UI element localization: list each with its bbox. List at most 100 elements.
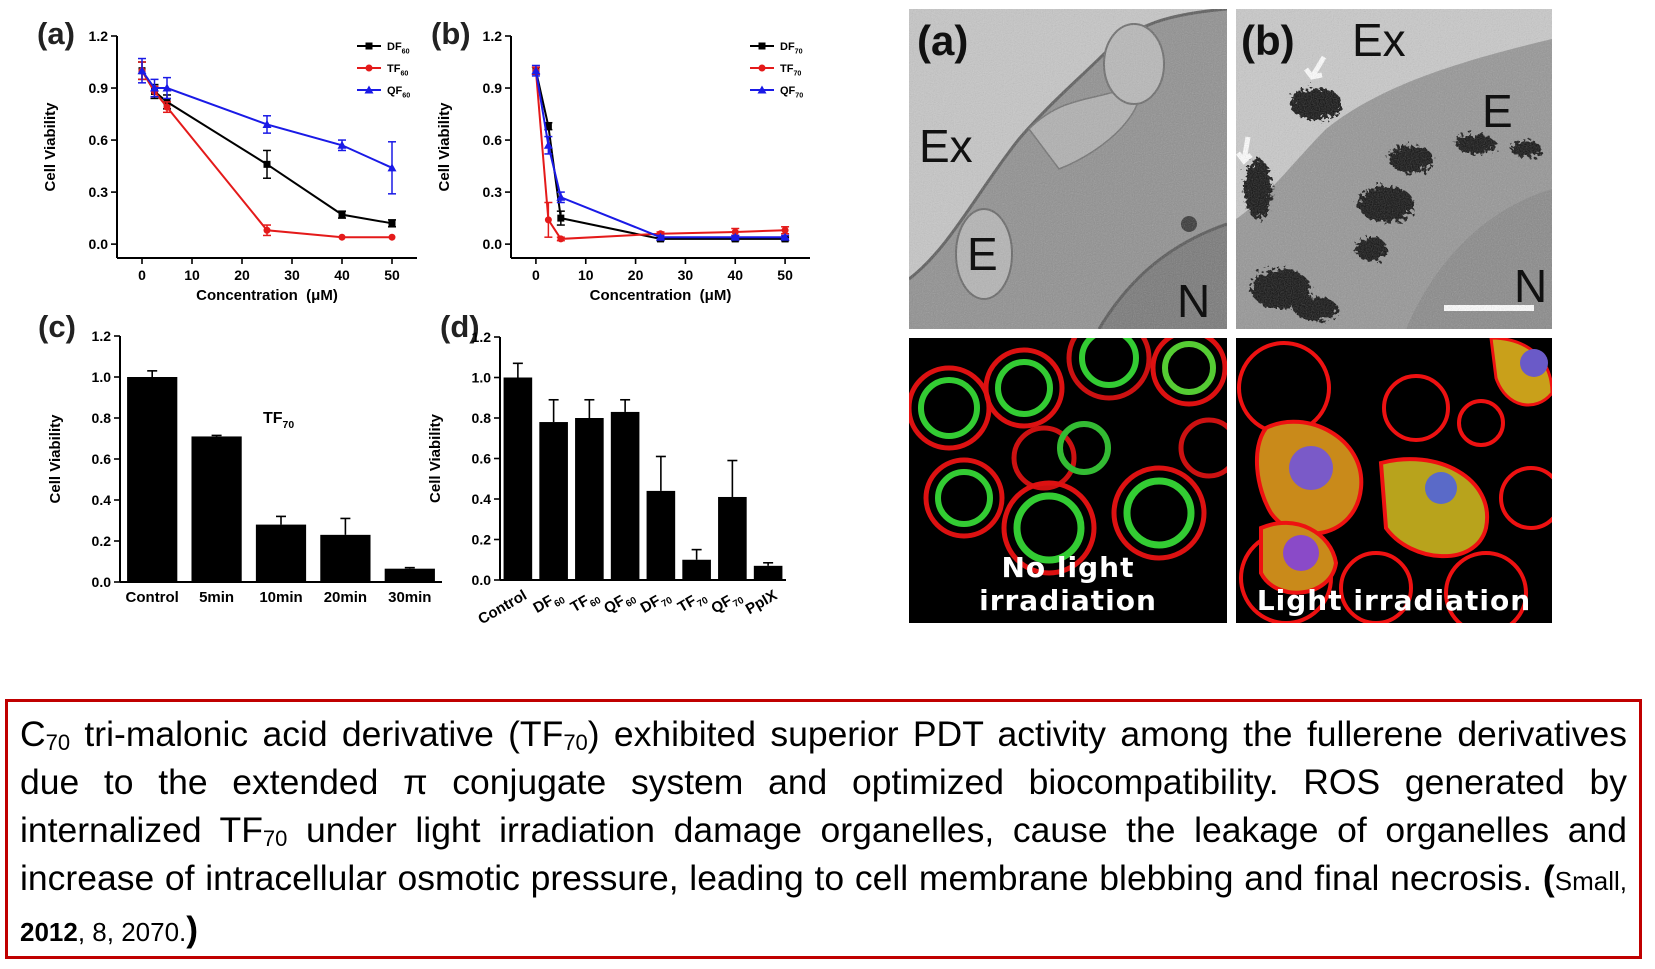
x-tick-label: 50 [384, 267, 400, 283]
bar [384, 568, 435, 582]
data-point [387, 163, 397, 172]
data-point [163, 103, 171, 111]
data-point [780, 232, 790, 241]
series-df60 [138, 61, 396, 228]
tem-micrograph-b: (b) Ex E N [1236, 9, 1552, 329]
tem-b-n-label: N [1514, 260, 1548, 312]
bar-chart-d: (d) 0.0 0.2 0.4 0.6 0.8 1.0 1.2 Cell Viability Co… [427, 309, 786, 628]
data-point [730, 232, 740, 241]
data-point [544, 216, 552, 224]
data-point [388, 219, 396, 227]
y-axis-label: Cell Viability [47, 414, 64, 504]
legend-label: TF60 [387, 63, 408, 77]
legend-label: DF70 [780, 41, 803, 55]
y-tick-label: 0.2 [472, 532, 492, 548]
data-point [338, 233, 346, 241]
fluorescence-image-light: Light irradiation [1236, 338, 1552, 623]
data-point [557, 235, 565, 243]
y-tick-label: 0.0 [472, 572, 492, 588]
x-tick-label: 50 [777, 267, 793, 283]
citation-close-paren: ) [186, 909, 199, 949]
x-tick-label: 10 [184, 267, 200, 283]
bar [320, 534, 371, 582]
data-point [557, 214, 565, 222]
tem-a-n-label: N [1177, 275, 1211, 327]
x-tick-label: 0 [138, 267, 146, 283]
y-tick-label: 0.6 [472, 451, 492, 467]
data-point [544, 122, 552, 130]
series-line [534, 70, 786, 240]
bar [255, 524, 307, 582]
category-label: TF60 [568, 586, 604, 619]
data-point [150, 83, 159, 92]
x-axis-label: Concentration (μM) [196, 287, 338, 304]
y-tick-label: 0.8 [472, 410, 492, 426]
citation-volume-pages: , 8, 2070. [77, 917, 187, 947]
x-tick-label: 0 [532, 267, 540, 283]
series-line [534, 70, 786, 240]
x-tick-label: 20 [628, 267, 644, 283]
y-tick-label: 0.0 [89, 236, 109, 252]
y-tick-label: 0.8 [92, 410, 112, 426]
bar [753, 565, 783, 580]
y-tick-label: 1.2 [472, 329, 492, 345]
data-point [656, 232, 665, 241]
tem-b-ex-label: Ex [1352, 14, 1406, 66]
category-label: TF70 [675, 586, 711, 619]
fluorescence-image-no-light: No light irradiation [909, 338, 1227, 623]
y-tick-label: 0.0 [483, 236, 503, 252]
y-tick-label: 0.3 [89, 184, 109, 200]
bar [646, 490, 676, 580]
category-label: 30min [388, 589, 431, 606]
legend-label: QF60 [387, 85, 410, 99]
category-label: Control [475, 587, 530, 628]
data-point [337, 140, 347, 149]
x-tick-label: 30 [284, 267, 300, 283]
series-qf60 [137, 57, 397, 195]
caption-subscript: 70 [262, 826, 288, 851]
y-tick-label: 1.2 [89, 28, 109, 44]
tem-a-e-label: E [967, 228, 998, 280]
data-point [531, 66, 541, 75]
fluorescence-right-caption: Light irradiation [1256, 584, 1532, 617]
data-point [556, 192, 566, 201]
y-tick-label: 0.6 [92, 451, 112, 467]
y-tick-label: 0.9 [89, 80, 109, 96]
category-label: PpIX [743, 587, 780, 618]
chart-annotation: TF70 [263, 410, 294, 431]
legend-marker [758, 42, 766, 50]
citation-journal: Small, [1554, 866, 1627, 896]
category-label: DF60 [530, 586, 567, 619]
legend-label: QF70 [780, 85, 803, 99]
data-point [162, 83, 172, 92]
legend-marker [365, 42, 373, 50]
y-tick-label: 0.9 [483, 80, 503, 96]
fluorescence-right-cells [1237, 338, 1552, 623]
tem-b-panel-label: (b) [1241, 17, 1295, 64]
y-tick-label: 1.0 [92, 369, 112, 385]
y-tick-label: 1.2 [483, 28, 503, 44]
caption-part: under light irradiation damage organelle… [20, 810, 1627, 898]
series-df70 [531, 66, 790, 243]
tem-a-ex-label: Ex [919, 120, 973, 172]
y-axis-label: Cell Viability [427, 413, 444, 503]
x-tick-label: 20 [234, 267, 250, 283]
tem-a-panel-label: (a) [917, 17, 969, 64]
x-tick-label: 10 [578, 267, 594, 283]
category-label: 10min [259, 589, 302, 606]
legend-marker [364, 85, 374, 94]
caption-part: C [20, 714, 46, 754]
data-point [262, 119, 272, 128]
y-tick-label: 1.0 [472, 370, 492, 386]
legend-label: TF70 [780, 63, 801, 77]
category-label: 20min [324, 589, 367, 606]
category-label: QF70 [708, 586, 746, 620]
bar [503, 377, 533, 580]
bar [575, 418, 604, 580]
citation-open-paren: ( [1542, 858, 1555, 898]
line-chart-b: (b) 0.0 0.3 0.6 0.9 1.2 0 10 20 30 40 50 Concentrati… [431, 16, 810, 304]
category-label: QF60 [601, 586, 639, 620]
y-tick-label: 1.2 [92, 328, 112, 344]
x-axis-label: Concentration (μM) [590, 287, 732, 304]
y-axis-label: Cell Viability [42, 102, 59, 192]
